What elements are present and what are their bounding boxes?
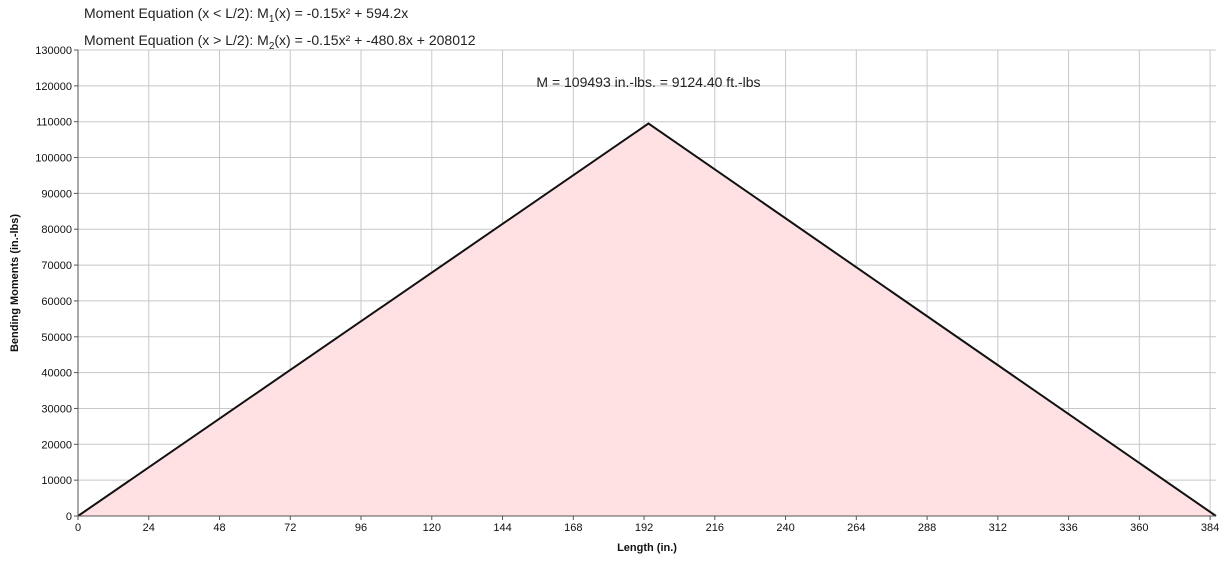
y-tick-label: 130000 <box>35 45 72 57</box>
y-tick-label: 90000 <box>41 188 72 200</box>
eq1-subscript: 1 <box>268 13 275 25</box>
x-tick-label: 168 <box>564 522 582 534</box>
eq1-suffix: (x) = -0.15x² + 594.2x <box>274 5 409 21</box>
x-tick-label: 312 <box>989 522 1007 534</box>
moment-area <box>78 123 1216 516</box>
x-axis-label: Length (in.) <box>617 542 677 554</box>
y-tick-label: 40000 <box>41 368 72 380</box>
moment-equation-left: Moment Equation (x < L/2): M1(x) = -0.15… <box>84 3 476 30</box>
eq1-prefix: Moment Equation (x < L/2): M <box>84 5 269 21</box>
y-tick-label: 100000 <box>35 153 72 165</box>
x-tick-label: 240 <box>776 522 794 534</box>
x-tick-label: 288 <box>918 522 936 534</box>
eq2-prefix: Moment Equation (x > L/2): M <box>84 31 269 48</box>
y-tick-label: 110000 <box>36 117 72 129</box>
x-tick-label: 120 <box>423 522 441 534</box>
y-axis-label: Bending Moments (in.-lbs) <box>9 214 21 352</box>
x-tick-label: 24 <box>143 522 155 534</box>
x-tick-label: 48 <box>213 522 225 534</box>
y-tick-label: 120000 <box>35 81 72 93</box>
equations-block: Moment Equation (x < L/2): M1(x) = -0.15… <box>84 3 476 57</box>
moment-line <box>77 122 1217 517</box>
max-moment-annotation: M = 109493 in.-lbs. = 9124.40 ft.-lbs <box>536 74 760 90</box>
eq2-suffix: (x) = -0.15x² + -480.8x + 208012 <box>274 31 476 48</box>
y-tick-label: 80000 <box>41 224 72 236</box>
x-tick-label: 384 <box>1201 522 1219 534</box>
tick-labels: 0 24 48 72 96 120 144 168 192 216 240 264 288 312 336 3… <box>35 45 1219 534</box>
x-tick-label: 144 <box>493 522 511 534</box>
moment-equation-right: Moment Equation (x > L/2): M2(x) = -0.15… <box>84 30 476 57</box>
y-tick-label: 10000 <box>41 475 72 487</box>
y-tick-label: 0 <box>66 511 72 523</box>
y-tick-label: 70000 <box>41 260 72 272</box>
y-tick-label: 20000 <box>41 439 72 451</box>
series-layer <box>77 122 1217 517</box>
x-tick-label: 72 <box>284 522 296 534</box>
x-tick-label: 216 <box>706 522 724 534</box>
y-tick-label: 60000 <box>41 296 72 308</box>
x-tick-label: 192 <box>635 522 653 534</box>
x-tick-label: 0 <box>75 522 81 534</box>
y-tick-label: 50000 <box>41 332 72 344</box>
x-tick-label: 96 <box>355 522 367 534</box>
y-tick-label: 30000 <box>41 403 72 415</box>
x-tick-label: 360 <box>1130 522 1148 534</box>
axes <box>74 49 1216 520</box>
x-tick-label: 336 <box>1059 522 1077 534</box>
eq2-subscript: 2 <box>268 40 275 52</box>
x-tick-label: 264 <box>847 522 865 534</box>
